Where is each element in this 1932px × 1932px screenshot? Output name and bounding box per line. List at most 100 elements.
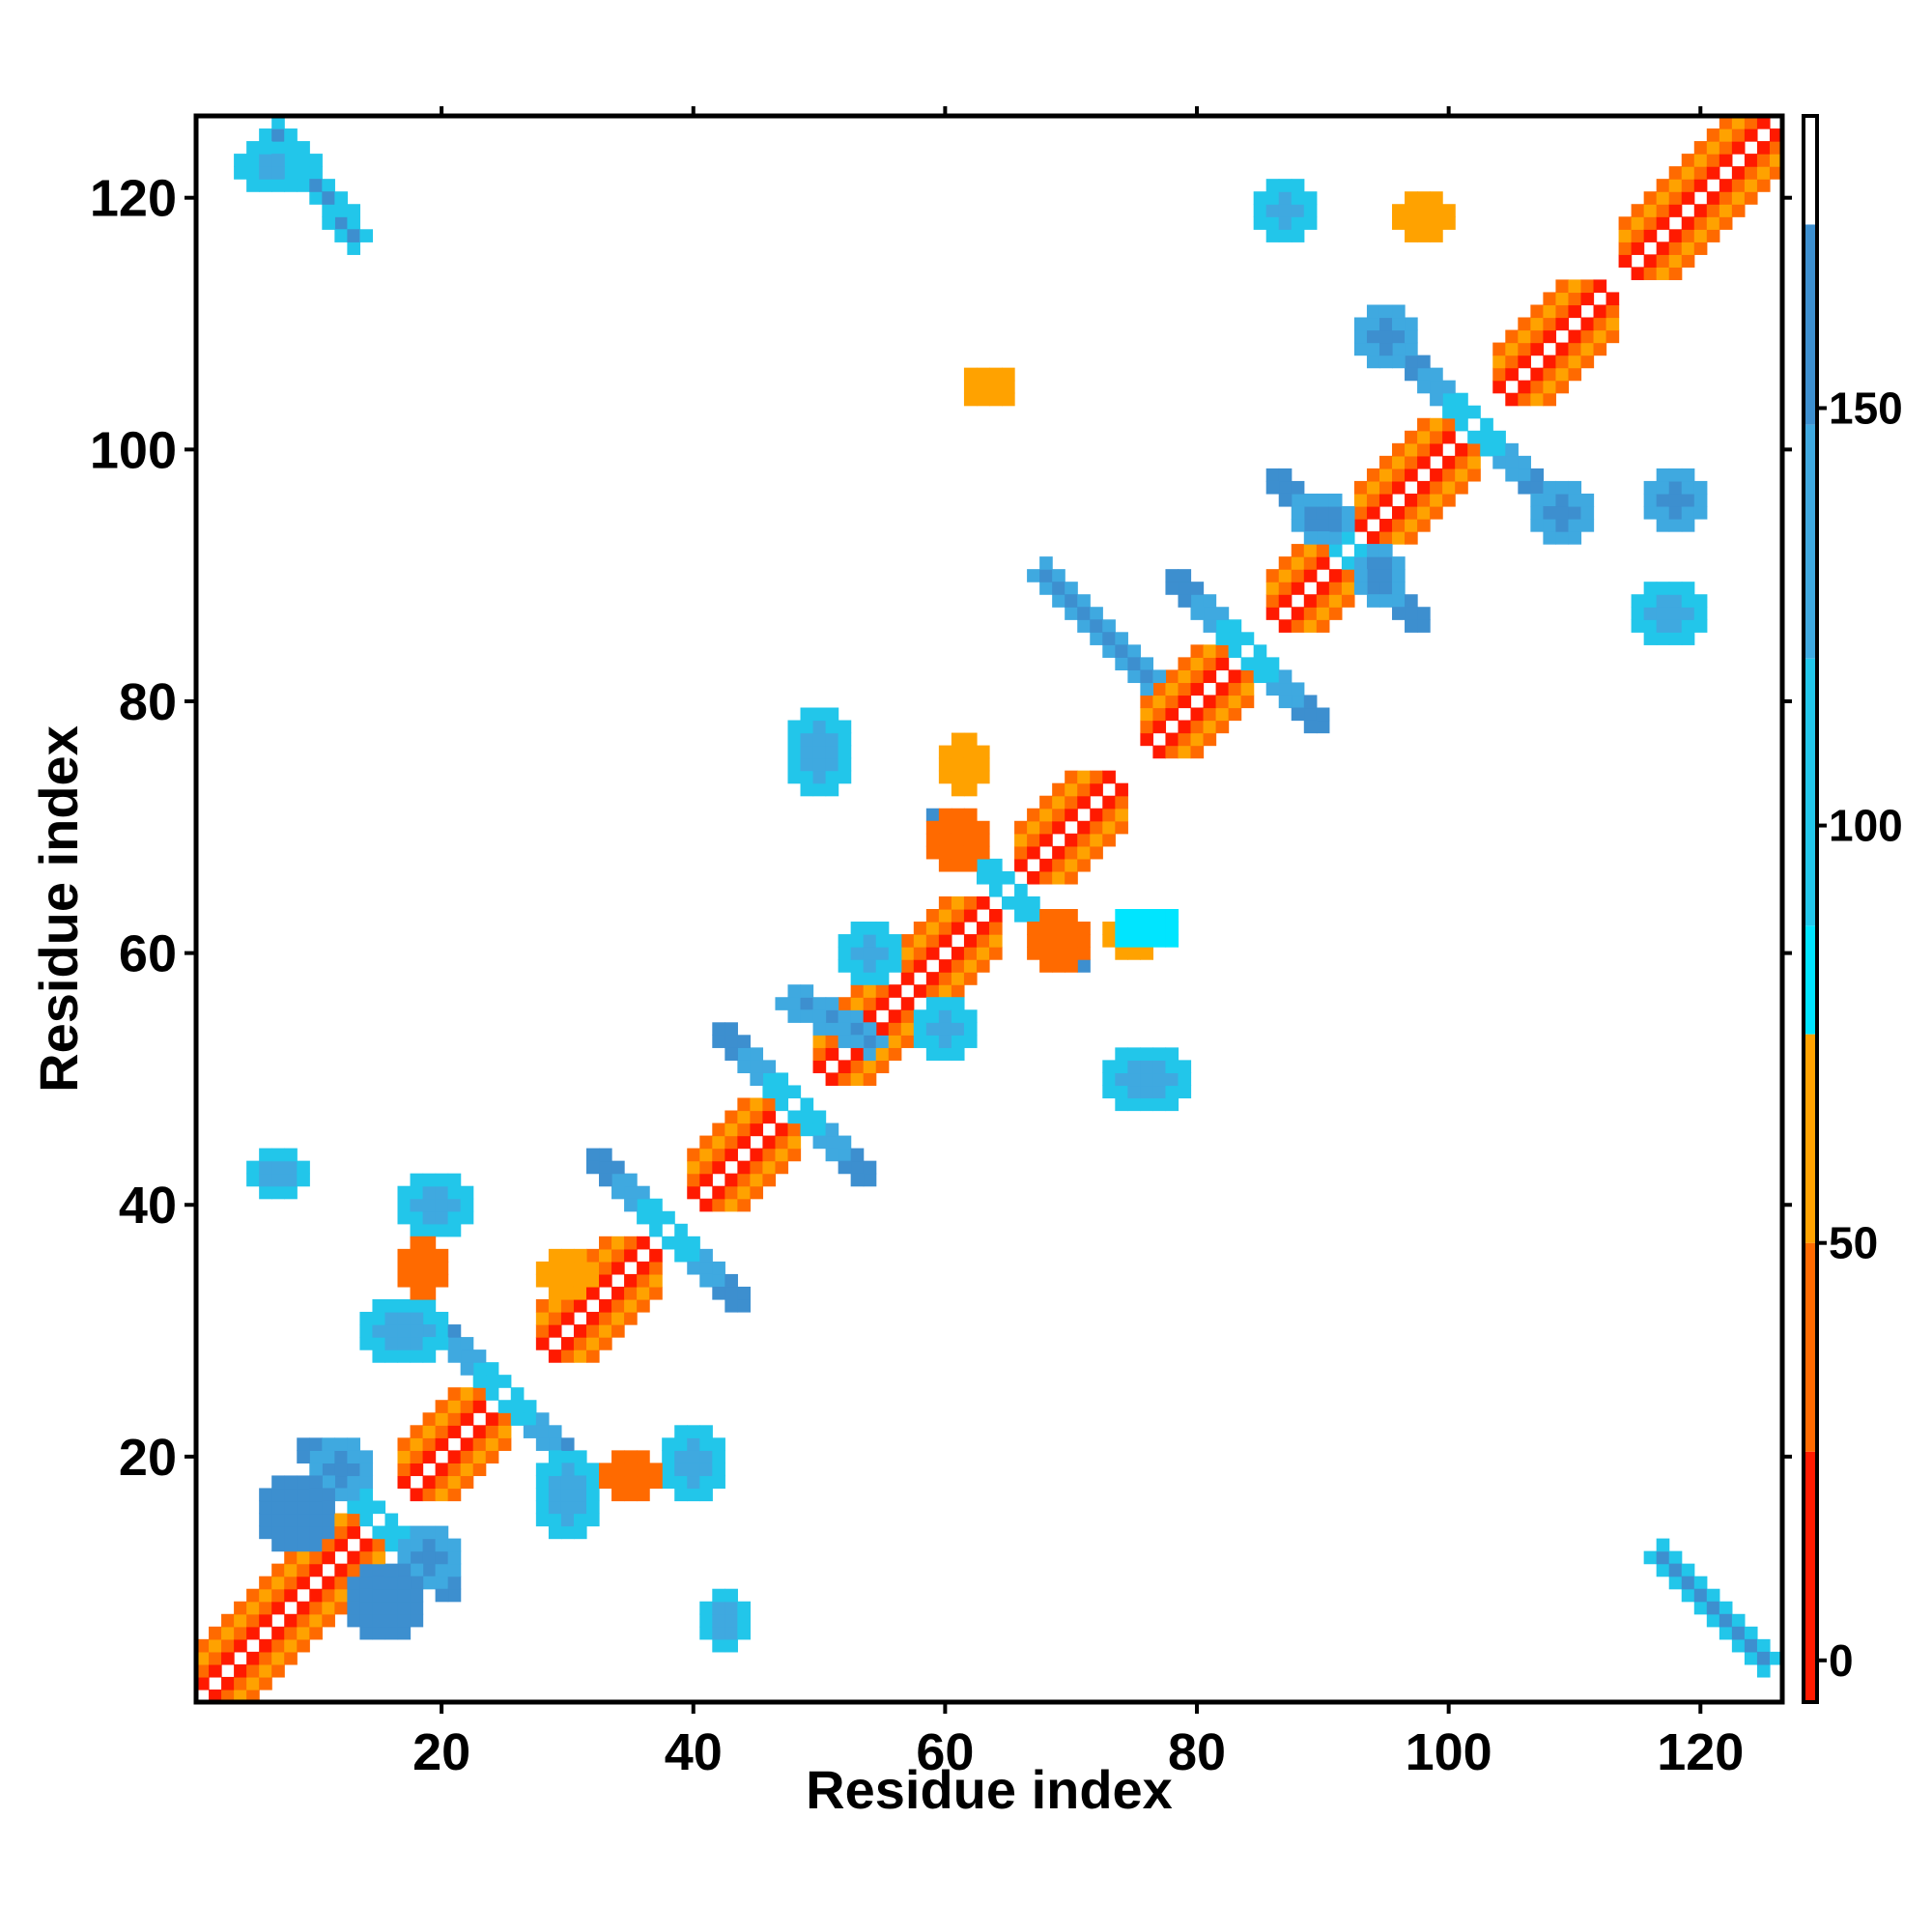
- heatmap-cell: [1341, 556, 1355, 570]
- heatmap-cell: [284, 128, 298, 142]
- heatmap-cell: [1378, 531, 1393, 545]
- heatmap-cell: [850, 1060, 865, 1074]
- colorbar-band: [1804, 224, 1817, 425]
- heatmap-cell: [322, 179, 335, 192]
- heatmap-cell: [1618, 229, 1633, 242]
- heatmap-cell: [1430, 505, 1443, 520]
- heatmap-cell: [1115, 1072, 1128, 1087]
- heatmap-cell: [1568, 531, 1582, 545]
- heatmap-cell: [422, 1298, 437, 1313]
- heatmap-cell: [1027, 909, 1040, 923]
- heatmap-cell: [875, 1035, 890, 1048]
- heatmap-cell: [875, 947, 890, 960]
- heatmap-cell: [548, 1513, 562, 1527]
- heatmap-cell: [976, 745, 990, 759]
- heatmap-cell: [687, 1185, 700, 1200]
- heatmap-cell: [1668, 607, 1683, 620]
- heatmap-cell: [963, 380, 978, 394]
- heatmap-cell: [951, 732, 965, 747]
- heatmap-cell: [951, 782, 965, 797]
- heatmap-cell: [485, 1375, 499, 1388]
- colorbar-band: [1804, 1242, 1817, 1452]
- heatmap-cell: [585, 1475, 600, 1490]
- heatmap-cell: [397, 1550, 412, 1565]
- heatmap-cell: [397, 1601, 412, 1615]
- heatmap-cell: [460, 1412, 474, 1426]
- heatmap-cell: [1178, 682, 1192, 696]
- heatmap-cell: [1430, 204, 1443, 217]
- heatmap-cell: [271, 154, 285, 167]
- heatmap-cell: [1668, 468, 1683, 482]
- heatmap-cell: [1265, 657, 1280, 670]
- heatmap-cell: [1039, 808, 1053, 822]
- heatmap-cell: [1618, 216, 1633, 230]
- heatmap-cell: [787, 1009, 802, 1023]
- heatmap-cell: [1417, 216, 1431, 230]
- colorbar-band: [1804, 925, 1817, 1035]
- heatmap-cell: [1543, 493, 1557, 507]
- heatmap-cell: [535, 1261, 550, 1275]
- heatmap-cell: [1140, 1047, 1154, 1061]
- heatmap-cell: [951, 972, 965, 985]
- heatmap-cell: [397, 1626, 412, 1640]
- heatmap-cell: [1077, 833, 1091, 847]
- heatmap-cell: [309, 1463, 323, 1477]
- heatmap-cell: [384, 1350, 399, 1363]
- heatmap-cell: [1140, 720, 1154, 734]
- heatmap-cell: [1052, 808, 1065, 822]
- heatmap-cell: [812, 732, 827, 747]
- heatmap-cell: [384, 1576, 399, 1590]
- heatmap-cell: [1505, 455, 1519, 469]
- heatmap-cell: [1366, 569, 1380, 582]
- heatmap-cell: [297, 166, 310, 180]
- heatmap-cell: [900, 972, 915, 985]
- heatmap-cell: [1265, 229, 1280, 242]
- heatmap-cell: [1681, 480, 1695, 495]
- heatmap-cell: [435, 1475, 449, 1490]
- heatmap-cell: [712, 1475, 725, 1490]
- heatmap-cell: [1316, 607, 1330, 620]
- heatmap-cell: [712, 1160, 725, 1175]
- heatmap-cell: [712, 1626, 725, 1640]
- heatmap-cell: [309, 1500, 323, 1515]
- heatmap-cell: [863, 997, 877, 1010]
- heatmap-cell: [662, 1475, 675, 1490]
- heatmap-cell: [1115, 922, 1128, 935]
- heatmap-cell: [1693, 141, 1708, 155]
- heatmap-cell: [1656, 594, 1670, 608]
- heatmap-cell: [585, 1337, 600, 1350]
- heatmap-cell: [1240, 657, 1255, 670]
- heatmap-cell: [1731, 116, 1746, 129]
- heatmap-cell: [1203, 619, 1217, 633]
- heatmap-cell: [1065, 808, 1078, 822]
- heatmap-cell: [989, 934, 1003, 948]
- heatmap-cell: [1291, 229, 1305, 242]
- heatmap-cell: [460, 1475, 474, 1490]
- heatmap-cell: [246, 166, 260, 180]
- heatmap-cell: [938, 997, 952, 1010]
- heatmap-cell: [712, 1022, 725, 1036]
- heatmap-cell: [234, 1663, 247, 1678]
- heatmap-cell: [259, 1651, 272, 1665]
- heatmap-cell: [1769, 166, 1783, 180]
- heatmap-cell: [1518, 355, 1531, 369]
- heatmap-cell: [850, 1160, 865, 1175]
- x-tick-label: 100: [1406, 1723, 1492, 1781]
- heatmap-cell: [1278, 669, 1293, 684]
- heatmap-cell: [209, 1651, 222, 1665]
- heatmap-cell: [309, 154, 323, 167]
- heatmap-cell: [1518, 468, 1531, 482]
- heatmap-cell: [246, 154, 260, 167]
- heatmap-cell: [1115, 632, 1128, 645]
- heatmap-cell: [913, 1009, 927, 1023]
- heatmap-cell: [397, 1613, 412, 1628]
- heatmap-cell: [573, 1500, 587, 1515]
- heatmap-cell: [1681, 619, 1695, 633]
- heatmap-cell: [472, 1425, 487, 1438]
- heatmap-cell: [1253, 669, 1267, 684]
- heatmap-cell: [1152, 922, 1167, 935]
- heatmap-cell: [1656, 519, 1670, 532]
- heatmap-cell: [347, 1550, 361, 1565]
- heatmap-cell: [447, 1324, 462, 1338]
- heatmap-cell: [1303, 607, 1318, 620]
